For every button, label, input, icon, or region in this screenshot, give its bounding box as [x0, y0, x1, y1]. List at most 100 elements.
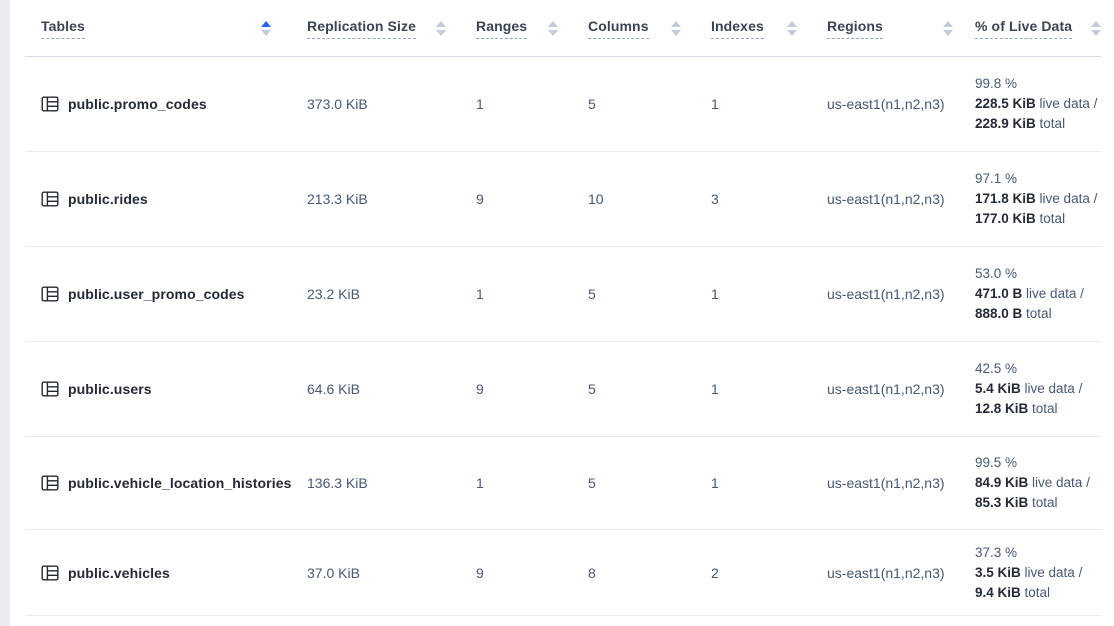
- column-header-tables-label: Tables: [41, 18, 85, 39]
- sort-ascending-icon: [943, 20, 953, 27]
- ranges-cell: 1: [476, 286, 484, 302]
- column-header-ranges[interactable]: Ranges: [476, 18, 588, 39]
- live-data-percent: 42.5 %: [975, 361, 1018, 376]
- table-name-link[interactable]: public.vehicle_location_histories: [68, 475, 292, 491]
- column-header-regions[interactable]: Regions: [827, 18, 975, 39]
- sort-carets-indexes-icon[interactable]: [787, 20, 797, 36]
- column-header-replication-size-label: Replication Size: [307, 18, 416, 39]
- column-header-ranges-label: Ranges: [476, 18, 528, 39]
- live-data-cell: 37.3 % 3.5 KiB live data / 9.4 KiB total: [975, 543, 1101, 603]
- sort-descending-icon: [1091, 29, 1101, 36]
- sort-carets-ranges-icon[interactable]: [548, 20, 558, 36]
- regions-cell: us-east1(n1,n2,n3): [827, 286, 945, 302]
- live-data-percent: 53.0 %: [975, 266, 1018, 281]
- indexes-cell: 1: [711, 381, 719, 397]
- table-name-link[interactable]: public.user_promo_codes: [68, 286, 245, 302]
- table-header-row: Tables Replication Size Ranges Columns: [25, 0, 1101, 57]
- indexes-cell: 1: [711, 286, 719, 302]
- sort-descending-icon: [943, 29, 953, 36]
- indexes-cell: 2: [711, 564, 719, 581]
- table-name-cell: public.rides: [25, 190, 307, 208]
- regions-cell: us-east1(n1,n2,n3): [827, 381, 945, 397]
- table-icon: [41, 286, 59, 302]
- indexes-cell: 1: [711, 475, 719, 491]
- total-data-size: 85.3 KiB total: [975, 495, 1058, 510]
- total-data-size: 12.8 KiB total: [975, 401, 1058, 416]
- live-data-percent: 37.3 %: [975, 544, 1018, 560]
- table-name-cell: public.users: [25, 380, 307, 398]
- columns-cell: 8: [588, 564, 596, 581]
- total-data-size: 888.0 B total: [975, 306, 1052, 321]
- live-data-size: 228.5 KiB live data /: [975, 96, 1098, 111]
- live-data-size: 171.8 KiB live data /: [975, 191, 1098, 206]
- replication-size-cell: 136.3 KiB: [307, 475, 368, 491]
- live-data-percent: 97.1 %: [975, 171, 1018, 186]
- column-header-regions-label: Regions: [827, 18, 883, 39]
- table-name-cell: public.user_promo_codes: [25, 285, 307, 303]
- sort-descending-icon: [261, 29, 271, 36]
- table-icon: [41, 565, 59, 581]
- column-header-columns[interactable]: Columns: [588, 18, 711, 39]
- table-row[interactable]: public.promo_codes 373.0 KiB 1 5 1 us-ea…: [25, 57, 1101, 152]
- columns-cell: 10: [588, 191, 604, 207]
- table-row[interactable]: public.vehicles 37.0 KiB 9 8 2 us-east1(…: [25, 530, 1101, 616]
- table-name-link[interactable]: public.users: [68, 381, 152, 397]
- total-data-size: 9.4 KiB total: [975, 584, 1051, 600]
- column-header-live-data-label: % of Live Data: [975, 18, 1073, 39]
- ranges-cell: 1: [476, 96, 484, 112]
- columns-cell: 5: [588, 381, 596, 397]
- column-header-live-data[interactable]: % of Live Data: [975, 18, 1101, 39]
- sort-ascending-icon: [261, 20, 271, 27]
- column-header-replication-size[interactable]: Replication Size: [307, 18, 476, 39]
- live-data-cell: 53.0 % 471.0 B live data / 888.0 B total: [975, 264, 1101, 324]
- column-header-columns-label: Columns: [588, 18, 649, 39]
- page-background-gutter: [0, 0, 10, 626]
- table-icon: [41, 381, 59, 397]
- ranges-cell: 9: [476, 381, 484, 397]
- regions-cell: us-east1(n1,n2,n3): [827, 564, 945, 581]
- live-data-cell: 99.8 % 228.5 KiB live data / 228.9 KiB t…: [975, 74, 1101, 134]
- table-name-cell: public.vehicle_location_histories: [25, 474, 307, 492]
- column-header-tables[interactable]: Tables: [25, 18, 307, 39]
- table-icon: [41, 96, 59, 112]
- tables-list: Tables Replication Size Ranges Columns: [25, 0, 1101, 616]
- sort-ascending-icon: [671, 20, 681, 27]
- regions-cell: us-east1(n1,n2,n3): [827, 96, 945, 112]
- table-icon: [41, 475, 59, 491]
- replication-size-cell: 373.0 KiB: [307, 96, 368, 112]
- columns-cell: 5: [588, 475, 596, 491]
- table-name-link[interactable]: public.rides: [68, 191, 148, 207]
- total-data-size: 228.9 KiB total: [975, 116, 1066, 131]
- table-row[interactable]: public.rides 213.3 KiB 9 10 3 us-east1(n…: [25, 152, 1101, 247]
- sort-descending-icon: [436, 29, 446, 36]
- table-name-link[interactable]: public.promo_codes: [68, 96, 207, 112]
- indexes-cell: 1: [711, 96, 719, 112]
- live-data-size: 84.9 KiB live data /: [975, 475, 1090, 490]
- sort-ascending-icon: [436, 20, 446, 27]
- live-data-size: 5.4 KiB live data /: [975, 381, 1083, 396]
- sort-carets-columns-icon[interactable]: [671, 20, 681, 36]
- sort-carets-replication-size-icon[interactable]: [436, 20, 446, 36]
- table-icon: [41, 191, 59, 207]
- ranges-cell: 9: [476, 191, 484, 207]
- ranges-cell: 1: [476, 475, 484, 491]
- table-row[interactable]: public.vehicle_location_histories 136.3 …: [25, 437, 1101, 530]
- sort-carets-live-data-icon[interactable]: [1091, 20, 1101, 36]
- sort-carets-tables-icon[interactable]: [261, 20, 271, 36]
- sort-descending-icon: [787, 29, 797, 36]
- table-name-link[interactable]: public.vehicles: [68, 564, 170, 581]
- sort-ascending-icon: [1091, 20, 1101, 27]
- table-row[interactable]: public.users 64.6 KiB 9 5 1 us-east1(n1,…: [25, 342, 1101, 437]
- regions-cell: us-east1(n1,n2,n3): [827, 191, 945, 207]
- column-header-indexes[interactable]: Indexes: [711, 18, 827, 39]
- replication-size-cell: 37.0 KiB: [307, 564, 360, 581]
- table-name-cell: public.vehicles: [25, 564, 307, 582]
- sort-carets-regions-icon[interactable]: [943, 20, 953, 36]
- live-data-size: 471.0 B live data /: [975, 286, 1084, 301]
- indexes-cell: 3: [711, 191, 719, 207]
- ranges-cell: 9: [476, 564, 484, 581]
- table-row[interactable]: public.user_promo_codes 23.2 KiB 1 5 1 u…: [25, 247, 1101, 342]
- sort-ascending-icon: [787, 20, 797, 27]
- columns-cell: 5: [588, 96, 596, 112]
- live-data-cell: 97.1 % 171.8 KiB live data / 177.0 KiB t…: [975, 169, 1101, 229]
